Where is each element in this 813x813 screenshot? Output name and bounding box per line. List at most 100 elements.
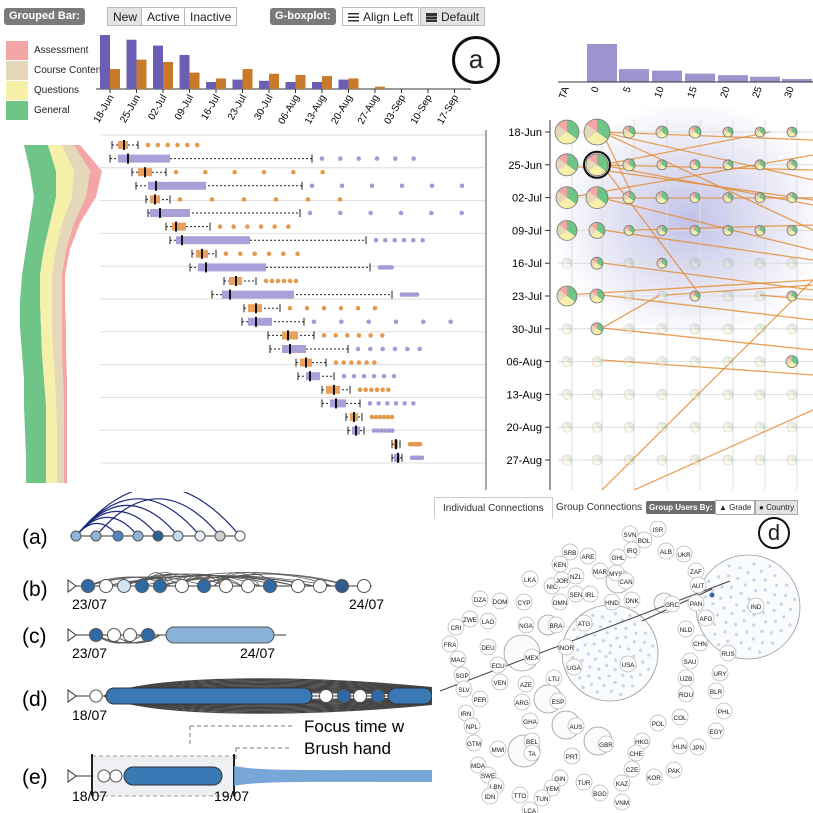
new-button[interactable]: New bbox=[107, 7, 144, 26]
country-label: BRA bbox=[550, 623, 564, 630]
user-dot bbox=[629, 675, 634, 679]
connection-line bbox=[601, 131, 635, 199]
country-node bbox=[649, 521, 667, 538]
user-dot bbox=[641, 660, 645, 664]
country-node bbox=[561, 543, 579, 561]
pie-slice bbox=[787, 293, 792, 299]
pie-slice bbox=[690, 394, 700, 400]
country-node bbox=[545, 669, 563, 687]
start-marker bbox=[67, 689, 77, 703]
pie-slice bbox=[755, 291, 760, 296]
connection-line bbox=[601, 164, 813, 171]
tab-group-connections[interactable]: Group Connections bbox=[556, 502, 643, 513]
pie-outline bbox=[623, 323, 635, 335]
pie-slice bbox=[592, 356, 597, 362]
country-label: MAC bbox=[451, 657, 465, 664]
country-label: LCA bbox=[524, 808, 537, 813]
outlier bbox=[375, 428, 380, 433]
pie-node bbox=[656, 388, 668, 400]
pie-slice bbox=[723, 424, 728, 431]
country-node bbox=[521, 801, 539, 813]
pie-outline bbox=[785, 355, 799, 369]
timeline-node bbox=[123, 628, 137, 642]
country-node bbox=[691, 634, 709, 652]
user-dot bbox=[588, 665, 592, 669]
start-date: 23/07 bbox=[72, 645, 107, 661]
user-dot bbox=[613, 658, 618, 662]
legend-item[interactable]: Course Content bbox=[6, 61, 106, 80]
pie-slice bbox=[558, 230, 576, 241]
pie-slice bbox=[723, 394, 733, 400]
pie-slice bbox=[592, 328, 602, 335]
pie-slice bbox=[591, 296, 603, 304]
pie-slice bbox=[657, 394, 667, 400]
pie-outline bbox=[588, 221, 606, 239]
pie-outline bbox=[754, 356, 766, 368]
country-node bbox=[491, 592, 509, 610]
user-dot bbox=[745, 630, 749, 634]
country-label: CAN bbox=[619, 579, 633, 586]
country-node bbox=[543, 779, 561, 797]
pie-node bbox=[722, 323, 734, 335]
tab-individual-connections[interactable]: Individual Connections bbox=[434, 497, 553, 519]
pie-slice bbox=[567, 186, 578, 205]
timeline-node bbox=[112, 530, 124, 542]
inactive-button[interactable]: Inactive bbox=[184, 7, 238, 26]
histogram-bar bbox=[619, 69, 649, 82]
user-dot bbox=[734, 622, 738, 627]
active-button[interactable]: Active bbox=[141, 7, 186, 26]
pie-outline bbox=[656, 356, 668, 368]
x-tick-label: 09-Jul bbox=[173, 93, 196, 122]
pie-slice bbox=[695, 356, 701, 365]
outlier bbox=[272, 224, 277, 229]
pie-outline bbox=[589, 288, 605, 304]
outlier bbox=[319, 156, 325, 161]
pie-slice bbox=[723, 194, 728, 201]
box bbox=[222, 290, 294, 299]
pie-slice bbox=[592, 457, 597, 463]
pie-slice bbox=[690, 296, 700, 301]
pie-slice bbox=[657, 457, 662, 463]
pie-slice bbox=[556, 158, 567, 172]
align-left-button[interactable]: Align Left bbox=[342, 7, 420, 26]
pie-slice bbox=[567, 120, 579, 140]
default-button[interactable]: Default bbox=[420, 7, 486, 26]
legend-item[interactable]: Assessment bbox=[6, 41, 106, 60]
pie-slice bbox=[624, 358, 629, 365]
pie-outline bbox=[722, 421, 734, 433]
pie-slice bbox=[591, 259, 597, 267]
timeline-label: (c) bbox=[22, 625, 47, 648]
pie-outline bbox=[656, 257, 668, 269]
box bbox=[306, 372, 320, 381]
connection-line bbox=[633, 409, 813, 490]
country-button[interactable]: ● Country bbox=[755, 500, 799, 515]
user-dot bbox=[613, 668, 617, 672]
grade-button[interactable]: ▲ Grade bbox=[715, 500, 756, 515]
country-node bbox=[563, 747, 581, 765]
connection-line bbox=[439, 580, 731, 692]
country-node bbox=[677, 685, 695, 703]
box bbox=[172, 222, 186, 231]
timeline-node bbox=[263, 579, 277, 593]
legend-swatch bbox=[6, 81, 28, 100]
connection-line bbox=[601, 229, 813, 261]
country-node bbox=[471, 690, 489, 708]
country-node bbox=[687, 594, 705, 612]
legend-item[interactable]: General bbox=[6, 101, 106, 120]
pie-node bbox=[786, 454, 798, 466]
pie-node bbox=[656, 290, 668, 302]
pie-slice bbox=[755, 263, 765, 269]
pie-slice bbox=[586, 119, 597, 132]
pie-slice bbox=[558, 296, 576, 306]
pie-slice bbox=[562, 260, 567, 267]
pie-outline bbox=[689, 224, 701, 236]
pie-slice bbox=[592, 263, 602, 270]
bar bbox=[110, 69, 120, 89]
outlier bbox=[320, 169, 325, 175]
legend-item[interactable]: Questions bbox=[6, 81, 106, 100]
outlier bbox=[393, 156, 398, 161]
outlier bbox=[357, 387, 363, 393]
country-node bbox=[575, 773, 593, 791]
pie-slice bbox=[755, 328, 765, 334]
pie-slice bbox=[562, 391, 567, 398]
